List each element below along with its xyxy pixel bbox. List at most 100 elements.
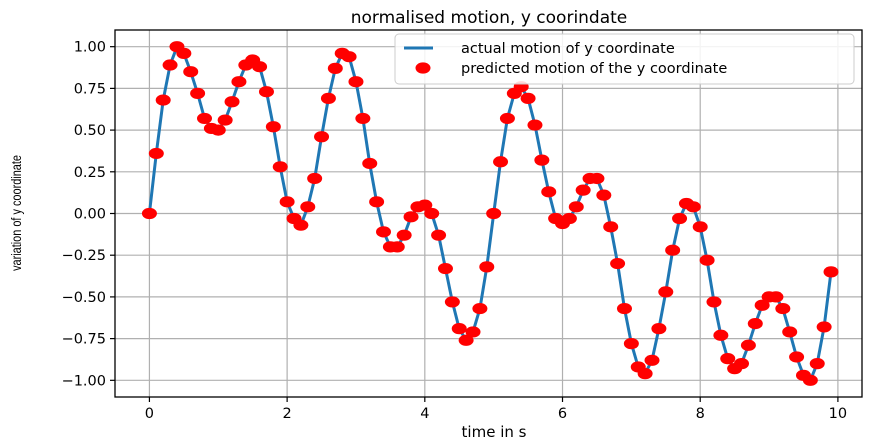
predicted-point bbox=[252, 61, 268, 73]
predicted-point bbox=[141, 207, 157, 220]
predicted-point bbox=[493, 156, 509, 168]
predicted-point bbox=[224, 96, 240, 108]
predicted-point bbox=[768, 291, 784, 303]
x-tick-label: 8 bbox=[696, 406, 705, 422]
predicted-point bbox=[403, 211, 419, 223]
y-tick-label: 0.25 bbox=[74, 165, 106, 181]
y-tick-label: −0.50 bbox=[62, 290, 106, 306]
y-tick-label: −1.00 bbox=[62, 373, 106, 389]
predicted-point bbox=[486, 207, 502, 220]
y-axis-label: variation of y coordinate bbox=[9, 155, 25, 271]
predicted-point bbox=[217, 114, 233, 126]
predicted-point bbox=[596, 189, 612, 201]
y-tick-label: 1.00 bbox=[74, 40, 106, 56]
predicted-point bbox=[258, 86, 274, 98]
predicted-point bbox=[499, 112, 515, 125]
predicted-point bbox=[589, 172, 605, 185]
x-tick-label: 6 bbox=[558, 406, 567, 422]
predicted-point bbox=[775, 302, 791, 315]
predicted-point bbox=[610, 257, 626, 270]
predicted-point bbox=[320, 92, 336, 104]
predicted-point bbox=[369, 196, 385, 208]
predicted-point bbox=[155, 94, 171, 106]
predicted-point bbox=[355, 112, 371, 125]
predicted-point bbox=[782, 326, 798, 338]
predicted-point bbox=[162, 59, 178, 71]
predicted-point bbox=[396, 229, 412, 241]
predicted-point bbox=[389, 241, 405, 253]
y-tick-label: 0.75 bbox=[74, 81, 106, 97]
predicted-point bbox=[802, 374, 818, 386]
predicted-point bbox=[616, 302, 632, 315]
predicted-point bbox=[685, 201, 701, 213]
predicted-point bbox=[575, 184, 591, 196]
legend-label-actual: actual motion of y coordinate bbox=[461, 41, 675, 57]
predicted-point bbox=[603, 221, 619, 233]
predicted-point bbox=[431, 229, 447, 241]
predicted-point bbox=[692, 221, 708, 233]
predicted-point bbox=[561, 212, 577, 225]
predicted-point bbox=[479, 261, 495, 273]
predicted-point bbox=[424, 207, 440, 220]
predicted-point bbox=[314, 131, 330, 143]
predicted-point bbox=[823, 266, 839, 278]
y-tick-label: −0.75 bbox=[62, 332, 106, 348]
predicted-point bbox=[176, 47, 192, 59]
predicted-point bbox=[437, 262, 453, 275]
legend: actual motion of y coordinate predicted m… bbox=[394, 33, 855, 85]
predicted-point bbox=[293, 219, 309, 231]
predicted-point bbox=[362, 157, 378, 170]
predicted-point bbox=[637, 368, 653, 380]
x-tick-label: 10 bbox=[829, 406, 847, 422]
grid bbox=[115, 30, 862, 397]
predicted-point bbox=[265, 121, 281, 133]
legend-label-predicted: predicted motion of the y coordinate bbox=[461, 61, 727, 77]
legend-box bbox=[394, 33, 855, 85]
predicted-point bbox=[713, 329, 729, 341]
predicted-point bbox=[706, 296, 722, 308]
predicted-point bbox=[734, 358, 750, 370]
x-tick-label: 0 bbox=[145, 406, 154, 422]
x-axis: 0 2 4 6 8 10 bbox=[145, 397, 847, 422]
predicted-point bbox=[809, 358, 825, 370]
predicted-point bbox=[231, 76, 247, 88]
predicted-point bbox=[534, 154, 550, 166]
predicted-point bbox=[754, 299, 770, 311]
predicted-point bbox=[789, 351, 805, 363]
predicted-point bbox=[520, 92, 536, 104]
predicted-point bbox=[197, 112, 213, 125]
x-axis-label: time in s bbox=[462, 423, 527, 440]
predicted-point bbox=[148, 147, 164, 160]
predicted-point bbox=[672, 212, 688, 225]
predicted-point bbox=[183, 66, 199, 78]
predicted-point bbox=[747, 318, 763, 330]
predicted-point bbox=[541, 186, 557, 198]
plot-area bbox=[141, 41, 839, 386]
y-axis: −1.00 −0.75 −0.50 −0.25 0.00 0.25 0.50 0.75 1.00 bbox=[62, 40, 115, 389]
series-line-actual-motion bbox=[147, 45, 833, 382]
predicted-point bbox=[651, 323, 667, 335]
predicted-point bbox=[472, 302, 488, 315]
predicted-point bbox=[623, 338, 639, 350]
x-tick-label: 2 bbox=[283, 406, 292, 422]
predicted-point bbox=[327, 62, 343, 74]
predicted-point bbox=[348, 76, 364, 88]
predicted-point bbox=[300, 201, 316, 213]
predicted-point bbox=[568, 201, 584, 213]
y-tick-label: 0.50 bbox=[74, 123, 106, 139]
predicted-point bbox=[279, 196, 295, 208]
predicted-point bbox=[417, 199, 433, 211]
predicted-point bbox=[699, 254, 715, 266]
predicted-point bbox=[720, 353, 736, 365]
predicted-point bbox=[465, 326, 481, 338]
y-tick-label: −0.25 bbox=[62, 248, 106, 264]
predicted-point bbox=[658, 286, 674, 298]
predicted-point bbox=[307, 172, 323, 185]
predicted-point bbox=[458, 334, 474, 346]
predicted-point bbox=[341, 51, 357, 63]
predicted-point bbox=[665, 244, 681, 256]
predicted-point bbox=[272, 161, 288, 173]
predicted-point bbox=[527, 119, 543, 131]
predicted-point bbox=[451, 323, 467, 335]
